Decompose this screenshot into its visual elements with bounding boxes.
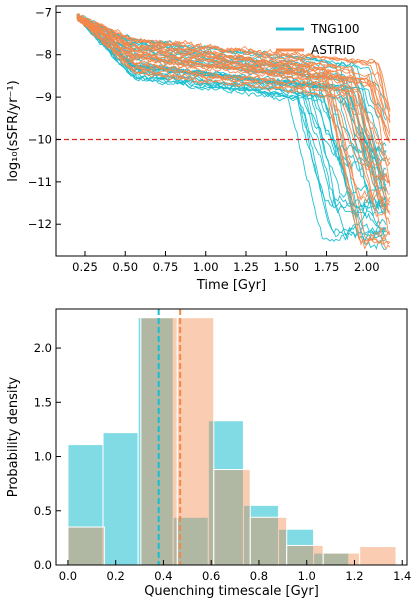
top-x-tick-label: 1.75 bbox=[314, 260, 340, 274]
track-line-astrid bbox=[76, 15, 391, 250]
bottom-x-tick-label: 1.2 bbox=[345, 569, 363, 583]
top-y-axis: −7 −8 −9 −10 −11 −12 bbox=[28, 5, 61, 231]
bottom-y-axis: 0.0 0.5 1.0 1.5 2.0 bbox=[34, 341, 61, 572]
track-line-astrid bbox=[76, 15, 391, 208]
bottom-x-tick-label: 0.4 bbox=[154, 569, 172, 583]
histogram-bar-astrid bbox=[67, 526, 105, 566]
histogram-bar-astrid bbox=[359, 546, 397, 566]
track-line-astrid bbox=[76, 14, 391, 167]
bottom-y-tick-label: 2.0 bbox=[34, 341, 52, 355]
bottom-y-tick-label: 1.5 bbox=[34, 395, 52, 409]
top-y-tick-label: −10 bbox=[28, 132, 52, 146]
top-x-tick-label: 1.50 bbox=[273, 260, 299, 274]
top-y-tick-label: −8 bbox=[35, 48, 52, 62]
track-line-astrid bbox=[76, 12, 390, 199]
top-y-tick-label: −7 bbox=[35, 5, 52, 19]
ssfr-track-panel: 0.25 0.50 0.75 1.00 1.25 1.50 1.75 2.00 −7−8−9−… bbox=[6, 5, 408, 293]
track-line-astrid bbox=[76, 14, 390, 184]
top-x-tick-label: 2.00 bbox=[354, 260, 380, 274]
legend: TNG100 ASTRID bbox=[276, 22, 360, 57]
histogram-bar-tng100 bbox=[278, 528, 315, 566]
histogram-bar-astrid bbox=[213, 469, 251, 566]
bottom-y-tick-label: 0.0 bbox=[34, 558, 52, 572]
track-line-astrid bbox=[76, 18, 391, 123]
track-line-tng100 bbox=[76, 16, 387, 212]
quenching-histogram-panel: 0.0 0.2 0.4 0.6 0.8 1.0 1.2 1.4 0.0 0.5 1.0 1.5 2.0… bbox=[6, 308, 411, 599]
track-line-tng100 bbox=[76, 17, 387, 157]
top-x-tick-label: 0.75 bbox=[153, 260, 179, 274]
top-x-tick-label: 0.25 bbox=[72, 260, 98, 274]
bottom-x-tick-label: 1.4 bbox=[393, 569, 411, 583]
top-y-axis-label: log₁₀(sSFR/yr⁻¹) bbox=[6, 80, 21, 181]
bottom-plot-frame bbox=[55, 308, 408, 566]
bottom-y-tick-label: 0.5 bbox=[34, 504, 52, 518]
bottom-x-tick-label: 0.2 bbox=[107, 569, 125, 583]
top-x-tick-label: 1.00 bbox=[193, 260, 219, 274]
bottom-x-axis: 0.0 0.2 0.4 0.6 0.8 1.0 1.2 1.4 bbox=[59, 560, 411, 583]
track-line-astrid bbox=[76, 15, 391, 134]
track-line-astrid bbox=[76, 15, 391, 246]
bottom-x-tick-label: 1.0 bbox=[298, 569, 316, 583]
histogram-bar-astrid bbox=[286, 544, 324, 566]
track-line-astrid bbox=[76, 16, 391, 225]
top-x-axis: 0.25 0.50 0.75 1.00 1.25 1.50 1.75 2.00 bbox=[72, 251, 380, 274]
top-x-tick-label: 1.25 bbox=[233, 260, 259, 274]
bottom-x-tick-label: 0.6 bbox=[202, 569, 220, 583]
track-line-astrid bbox=[76, 15, 391, 142]
track-line-tng100 bbox=[76, 17, 387, 227]
legend-label-astrid: ASTRID bbox=[311, 43, 355, 57]
histogram-bar-tng100 bbox=[102, 432, 139, 566]
histogram-bars bbox=[67, 317, 397, 566]
bottom-x-tick-label: 0.8 bbox=[250, 569, 268, 583]
track-line-astrid bbox=[76, 17, 391, 165]
bottom-y-axis-label: Probability density bbox=[6, 376, 21, 497]
track-line-astrid bbox=[76, 16, 391, 117]
top-x-tick-label: 0.50 bbox=[112, 260, 138, 274]
top-x-axis-label: Time [Gyr] bbox=[196, 278, 266, 293]
histogram-bar-tng100 bbox=[242, 504, 280, 566]
top-y-tick-label: −12 bbox=[28, 217, 52, 231]
legend-label-tng100: TNG100 bbox=[310, 22, 360, 36]
ssfr-tracks bbox=[76, 12, 391, 250]
histogram-bar-astrid bbox=[249, 516, 288, 566]
top-y-tick-label: −9 bbox=[35, 90, 52, 104]
top-y-tick-label: −11 bbox=[28, 175, 52, 189]
bottom-y-tick-label: 1.0 bbox=[34, 450, 52, 464]
histogram-bar-tng100 bbox=[172, 516, 209, 566]
bottom-x-tick-label: 0.0 bbox=[59, 569, 77, 583]
bottom-x-axis-label: Quenching timescale [Gyr] bbox=[144, 584, 319, 599]
track-line-tng100 bbox=[76, 14, 387, 160]
histogram-bar-astrid bbox=[176, 317, 215, 566]
top-plot-frame bbox=[55, 5, 408, 257]
track-line-astrid bbox=[76, 15, 391, 203]
track-line-tng100 bbox=[76, 13, 387, 181]
